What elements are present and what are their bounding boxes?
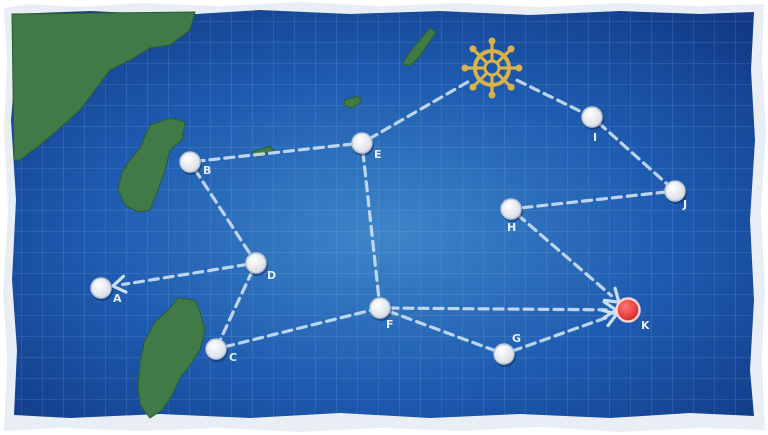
node-marker[interactable] [179, 151, 201, 173]
small-island-chain [401, 27, 437, 67]
map-node-b[interactable]: B [179, 151, 211, 177]
boss-node-marker[interactable] [615, 297, 641, 323]
node-marker[interactable] [493, 343, 515, 365]
route-e-f [361, 150, 381, 301]
map-node-g[interactable]: G [493, 332, 521, 367]
node-label-g: G [512, 332, 521, 345]
node-label-j: J [682, 198, 687, 211]
small-island-mid [343, 95, 363, 109]
node-label-f: F [386, 318, 394, 331]
node-label-i: I [593, 131, 597, 144]
map-node-h[interactable]: H [500, 198, 523, 234]
node-label-c: C [229, 351, 237, 364]
route-arrowhead [601, 308, 619, 328]
node-label-a: A [113, 292, 122, 305]
route-arrowhead [603, 286, 621, 304]
node-marker[interactable] [581, 106, 603, 128]
node-label-h: H [507, 221, 516, 234]
node-marker[interactable] [90, 277, 112, 299]
route-i-j [597, 121, 670, 187]
node-label-d: D [267, 269, 276, 282]
route-g-k [510, 308, 619, 353]
node-label-e: E [374, 148, 382, 161]
map-node-c[interactable]: C [205, 338, 237, 364]
island-lower [137, 297, 206, 419]
map-node-j[interactable]: J [664, 180, 687, 211]
route-d-a [111, 262, 249, 294]
node-label-k: K [641, 319, 650, 332]
routes-layer [111, 78, 670, 353]
route-h-k [516, 213, 621, 304]
node-marker[interactable] [500, 198, 522, 220]
ship-wheel-icon[interactable] [461, 37, 523, 99]
route-j-h [518, 190, 668, 210]
map-node-i[interactable]: I [581, 106, 604, 144]
route-e-b [197, 142, 355, 163]
map-node-a[interactable]: A [90, 277, 122, 305]
start-layer [461, 37, 523, 99]
route-f-g [386, 309, 498, 353]
map-node-f[interactable]: F [369, 297, 394, 331]
node-marker[interactable] [205, 338, 227, 360]
route-d-c [218, 269, 254, 343]
node-marker[interactable] [664, 180, 686, 202]
node-marker[interactable] [369, 297, 391, 319]
node-marker[interactable] [245, 252, 267, 274]
grid-overlay [11, 10, 755, 418]
route-start-e [368, 80, 470, 141]
route-c-f [223, 308, 373, 349]
node-marker[interactable] [351, 132, 373, 154]
route-arrowhead [111, 274, 128, 294]
mainland-land [11, 11, 196, 161]
map-node-d[interactable]: D [245, 252, 276, 282]
map-node-e[interactable]: E [351, 132, 382, 161]
node-label-b: B [203, 164, 211, 177]
island-upper [117, 117, 186, 213]
map-node-k[interactable]: K [615, 297, 651, 333]
nodes-layer: A B C D E F G H I J K [90, 106, 687, 367]
route-start-i [515, 78, 586, 115]
route-b-d [193, 167, 253, 258]
